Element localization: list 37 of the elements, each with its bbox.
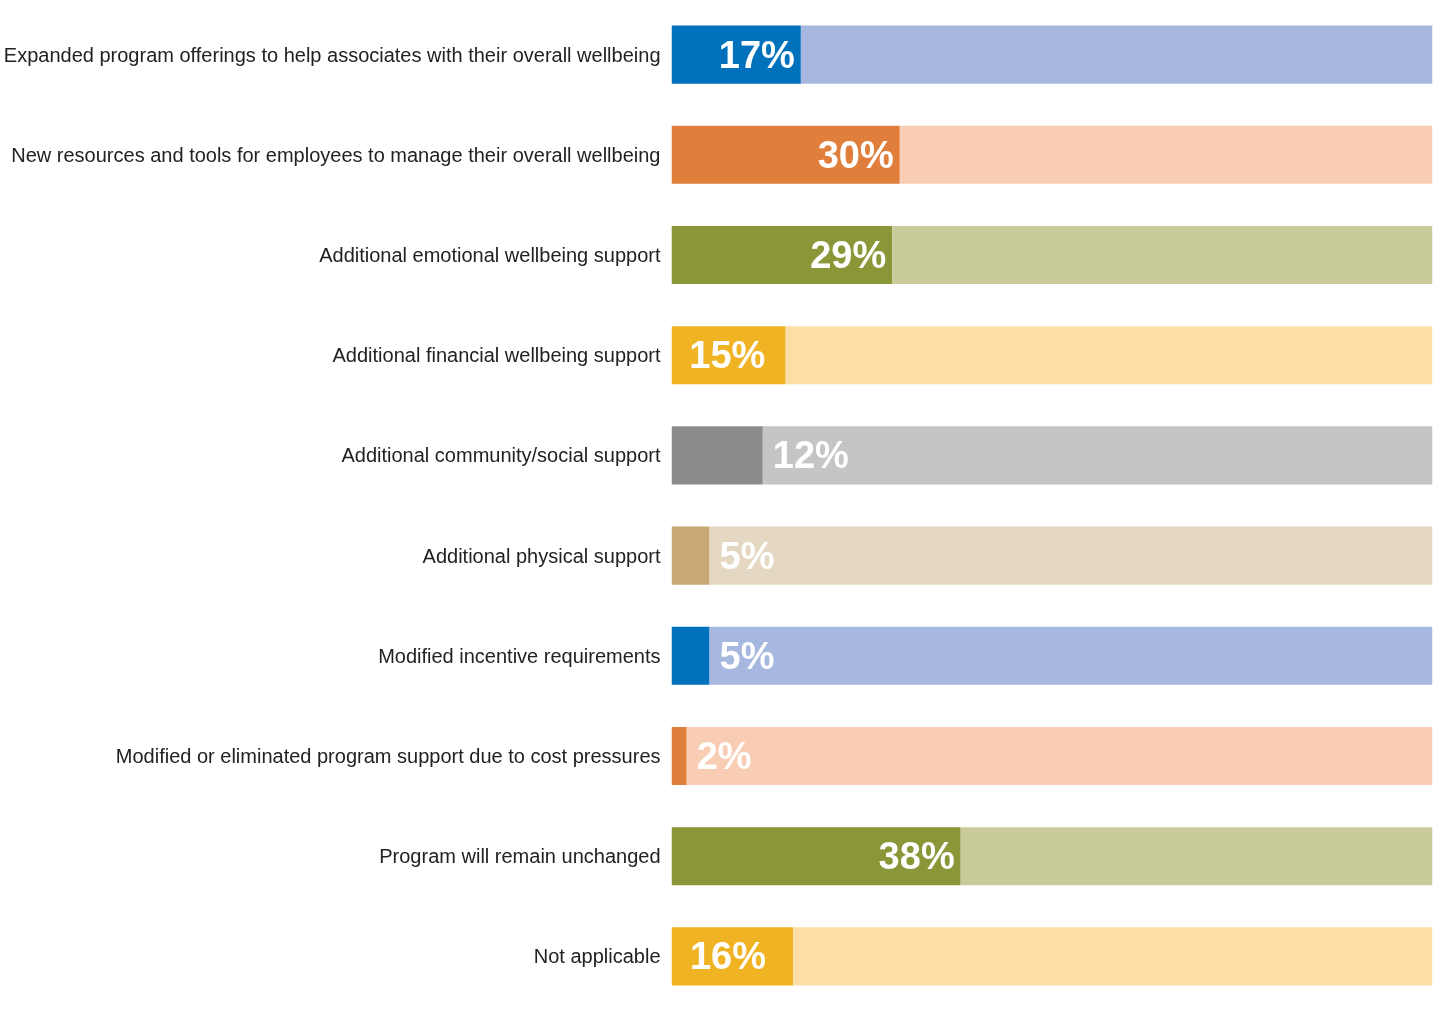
data-label: 17% bbox=[718, 33, 795, 76]
data-label: 29% bbox=[810, 234, 887, 276]
bar bbox=[686, 726, 1433, 786]
data-label: 30% bbox=[817, 133, 894, 176]
data-label: 2% bbox=[696, 735, 752, 777]
data-label: 15% bbox=[689, 334, 766, 377]
y-tick-label: New resources and tools for employees to manage their overall wellbeing bbox=[11, 143, 661, 166]
bar bbox=[671, 125, 900, 184]
bar bbox=[671, 526, 710, 585]
data-label: 38% bbox=[878, 835, 955, 878]
y-tick-label: Additional physical support bbox=[422, 544, 661, 567]
bar bbox=[671, 626, 710, 685]
data-label: 16% bbox=[689, 935, 766, 978]
bar bbox=[793, 927, 1433, 986]
data-label: 5% bbox=[719, 634, 775, 677]
bar bbox=[671, 827, 961, 886]
y-tick-label: Not applicable bbox=[533, 945, 661, 968]
y-tick-label: Modified incentive requirements bbox=[378, 644, 661, 667]
y-tick-label: Additional emotional wellbeing support bbox=[319, 244, 661, 266]
bar bbox=[709, 626, 1433, 685]
bar bbox=[892, 225, 1433, 285]
bar bbox=[671, 225, 893, 285]
bar bbox=[960, 827, 1433, 886]
y-tick-label: Modified or eliminated program support due to cost pressures bbox=[115, 745, 661, 767]
bar bbox=[671, 726, 687, 786]
bar bbox=[800, 25, 1433, 84]
data-label: 12% bbox=[772, 434, 849, 477]
bar bbox=[899, 125, 1433, 184]
data-label: 5% bbox=[719, 534, 775, 577]
bar bbox=[709, 526, 1433, 585]
y-tick-label: Program will remain unchanged bbox=[379, 845, 661, 868]
bar bbox=[762, 426, 1433, 485]
y-tick-label: Additional community/social support bbox=[341, 444, 661, 467]
y-tick-label: Expanded program offerings to help associates with their overall wellbeing bbox=[3, 43, 661, 66]
bar bbox=[785, 326, 1433, 385]
y-tick-label: Additional financial wellbeing support bbox=[332, 344, 661, 367]
bar bbox=[671, 426, 763, 485]
